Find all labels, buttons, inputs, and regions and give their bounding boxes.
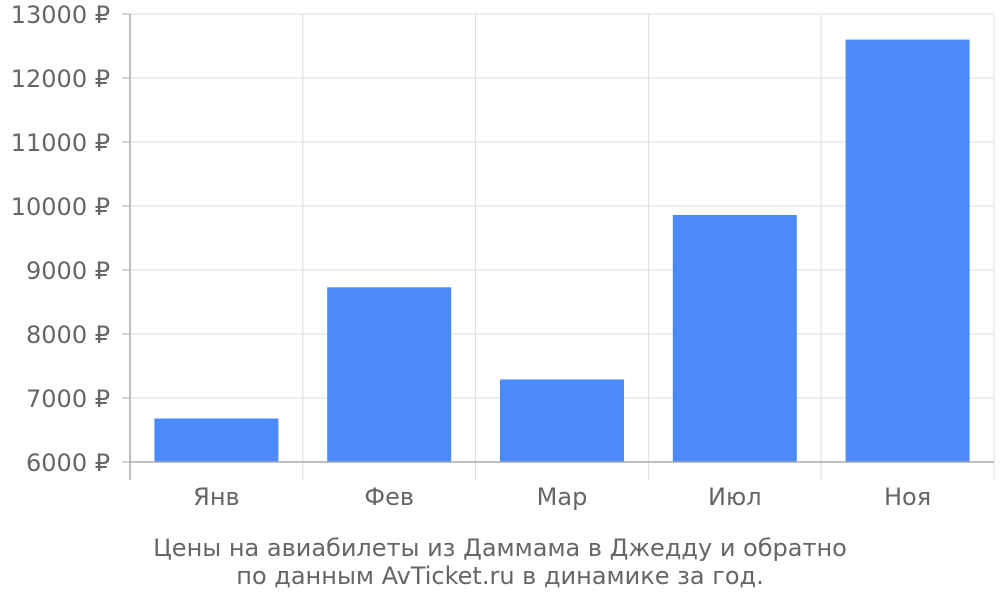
y-tick-label: 10000 ₽ [11, 193, 110, 221]
axes [122, 13, 995, 480]
bar-1 [154, 418, 279, 462]
x-axis-tick-labels: Янв Фев Мар Июл Ноя [193, 483, 931, 511]
bar-2 [327, 287, 452, 462]
y-axis-tick-labels: 6000 ₽ 7000 ₽ 8000 ₽ 9000 ₽ 10000 ₽ 11000 ₽ 12… [11, 1, 110, 477]
y-tick-label: 13000 ₽ [11, 1, 110, 29]
bars [154, 39, 970, 462]
y-tick-label: 8000 ₽ [26, 321, 110, 349]
caption-line-1: Цены на авиабилеты из Даммама в Джедду и… [153, 534, 847, 562]
y-tick-label: 11000 ₽ [11, 129, 110, 157]
x-tick-label: Июл [708, 483, 762, 511]
chart-caption: Цены на авиабилеты из Даммама в Джедду и… [153, 534, 847, 590]
grid-lines [130, 13, 995, 462]
x-tick-label: Мар [537, 483, 588, 511]
y-tick-label: 6000 ₽ [26, 449, 110, 477]
x-tick-label: Ноя [884, 483, 931, 511]
x-tick-label: Янв [193, 483, 240, 511]
bar-4 [672, 214, 797, 462]
x-tick-label: Фев [364, 483, 414, 511]
y-tick-label: 9000 ₽ [26, 257, 110, 285]
bar-3 [500, 379, 624, 462]
y-tick-label: 7000 ₽ [26, 385, 110, 413]
bar-5 [845, 39, 970, 462]
y-tick-label: 12000 ₽ [11, 65, 110, 93]
caption-line-2: по данным AvTicket.ru в динамике за год. [236, 562, 764, 590]
